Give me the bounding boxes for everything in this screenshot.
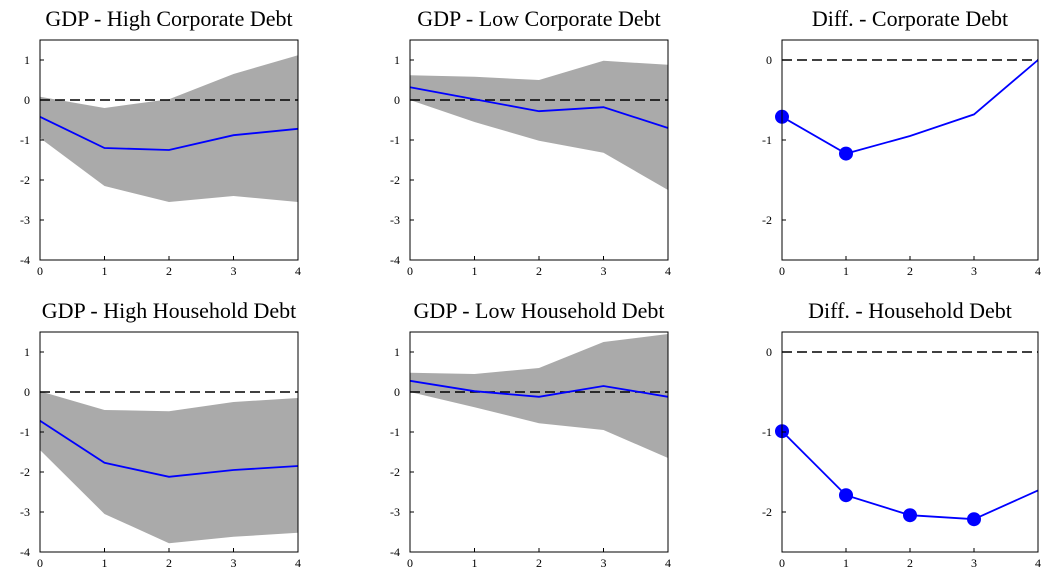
x-tick-label: 3: [601, 264, 607, 278]
y-tick-label: 0: [766, 345, 772, 359]
response-line: [781, 430, 1039, 521]
x-tick-label: 3: [601, 556, 607, 570]
x-tick-label: 4: [1035, 556, 1041, 570]
y-tick-label: 1: [394, 345, 400, 359]
y-tick-label: -1: [20, 133, 30, 147]
response-line: [409, 379, 669, 398]
point-marker: [903, 508, 917, 523]
x-tick-label: 0: [779, 264, 785, 278]
y-tick-label: 0: [766, 53, 772, 67]
y-tick-label: -2: [762, 505, 772, 519]
y-tick-label: -1: [20, 425, 30, 439]
subplot-title: GDP - Low Corporate Debt: [417, 6, 661, 31]
x-tick-label: 2: [536, 556, 542, 570]
y-tick-label: 0: [24, 93, 30, 107]
y-tick-label: -3: [20, 505, 30, 519]
y-tick-label: -2: [390, 465, 400, 479]
y-tick-label: -1: [390, 133, 400, 147]
x-tick-label: 2: [166, 556, 172, 570]
x-tick-label: 3: [231, 556, 237, 570]
confidence-band: [40, 391, 298, 544]
x-tick-label: 1: [843, 556, 849, 570]
y-tick-label: -4: [20, 253, 30, 267]
y-tick-label: 0: [24, 385, 30, 399]
x-tick-label: 4: [665, 264, 671, 278]
y-tick-label: -4: [20, 545, 30, 559]
x-tick-label: 0: [407, 264, 413, 278]
x-tick-label: 1: [472, 264, 478, 278]
y-tick-label: -1: [390, 425, 400, 439]
x-tick-label: 2: [907, 556, 913, 570]
y-tick-label: -1: [762, 133, 772, 147]
y-tick-label: -1: [762, 425, 772, 439]
confidence-band: [40, 55, 298, 203]
x-tick-label: 4: [665, 556, 671, 570]
response-line: [409, 86, 669, 129]
x-tick-label: 1: [102, 556, 108, 570]
y-tick-label: -3: [390, 213, 400, 227]
subplot-title: GDP - Low Household Debt: [414, 298, 665, 323]
x-tick-label: 0: [37, 264, 43, 278]
y-tick-label: 1: [394, 53, 400, 67]
y-tick-label: -4: [390, 253, 400, 267]
y-tick-label: -2: [762, 213, 772, 227]
subplot-title: GDP - High Corporate Debt: [45, 6, 292, 31]
x-tick-label: 1: [472, 556, 478, 570]
x-tick-label: 2: [166, 264, 172, 278]
y-tick-label: -2: [20, 173, 30, 187]
x-tick-label: 3: [971, 556, 977, 570]
point-marker: [967, 512, 981, 527]
x-tick-label: 1: [843, 264, 849, 278]
y-tick-label: 1: [24, 53, 30, 67]
x-tick-label: 0: [407, 556, 413, 570]
y-tick-label: 0: [394, 93, 400, 107]
y-tick-label: 1: [24, 345, 30, 359]
point-marker: [839, 488, 853, 503]
x-tick-label: 4: [1035, 264, 1041, 278]
x-tick-label: 3: [231, 264, 237, 278]
response-line: [39, 115, 299, 151]
y-tick-label: 0: [394, 385, 400, 399]
point-marker: [839, 146, 853, 161]
response-line: [781, 59, 1039, 155]
response-line: [39, 420, 299, 478]
axes-frame: [781, 39, 1039, 261]
x-tick-label: 1: [102, 264, 108, 278]
y-tick-label: -3: [20, 213, 30, 227]
y-tick-label: -3: [390, 505, 400, 519]
x-tick-label: 4: [295, 264, 301, 278]
x-tick-label: 0: [37, 556, 43, 570]
subplot-title: Diff. - Household Debt: [808, 298, 1012, 323]
y-tick-label: -2: [390, 173, 400, 187]
x-tick-label: 2: [907, 264, 913, 278]
subplot-title: GDP - High Household Debt: [42, 298, 297, 323]
y-tick-label: -2: [20, 465, 30, 479]
subplot-title: Diff. - Corporate Debt: [812, 6, 1008, 31]
y-tick-label: -4: [390, 545, 400, 559]
x-tick-label: 3: [971, 264, 977, 278]
x-tick-label: 2: [536, 264, 542, 278]
x-tick-label: 4: [295, 556, 301, 570]
x-tick-label: 0: [779, 556, 785, 570]
confidence-band: [410, 60, 668, 190]
